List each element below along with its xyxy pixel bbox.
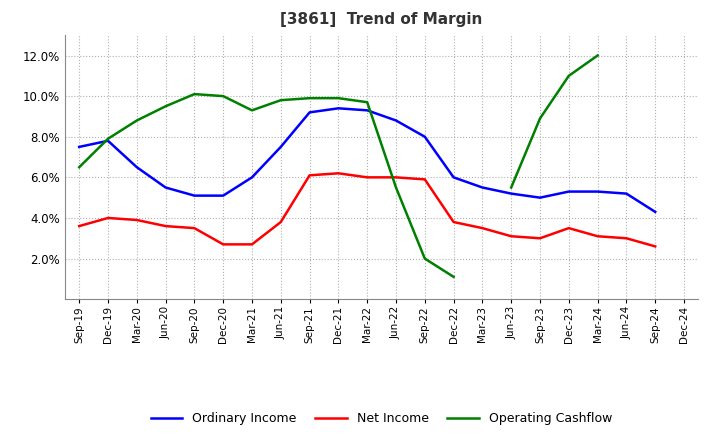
Net Income <box>161 224 170 229</box>
Net Income <box>478 225 487 231</box>
Net Income <box>507 234 516 239</box>
Ordinary Income <box>564 189 573 194</box>
Ordinary Income <box>75 144 84 150</box>
Ordinary Income <box>104 138 112 143</box>
Ordinary Income <box>622 191 631 196</box>
Operating Cashflow <box>449 274 458 279</box>
Ordinary Income <box>449 175 458 180</box>
Line: Operating Cashflow: Operating Cashflow <box>79 94 454 277</box>
Net Income <box>392 175 400 180</box>
Ordinary Income <box>478 185 487 190</box>
Ordinary Income <box>132 165 141 170</box>
Net Income <box>651 244 660 249</box>
Line: Net Income: Net Income <box>79 173 655 246</box>
Net Income <box>104 215 112 220</box>
Operating Cashflow <box>132 118 141 123</box>
Net Income <box>536 236 544 241</box>
Net Income <box>420 177 429 182</box>
Net Income <box>248 242 256 247</box>
Net Income <box>75 224 84 229</box>
Ordinary Income <box>190 193 199 198</box>
Net Income <box>305 172 314 178</box>
Net Income <box>334 171 343 176</box>
Title: [3861]  Trend of Margin: [3861] Trend of Margin <box>280 12 483 27</box>
Operating Cashflow <box>75 165 84 170</box>
Operating Cashflow <box>363 99 372 105</box>
Net Income <box>449 220 458 225</box>
Ordinary Income <box>363 108 372 113</box>
Legend: Ordinary Income, Net Income, Operating Cashflow: Ordinary Income, Net Income, Operating C… <box>146 407 617 430</box>
Operating Cashflow <box>276 98 285 103</box>
Net Income <box>190 225 199 231</box>
Operating Cashflow <box>248 108 256 113</box>
Operating Cashflow <box>190 92 199 97</box>
Net Income <box>276 220 285 225</box>
Ordinary Income <box>276 144 285 150</box>
Ordinary Income <box>507 191 516 196</box>
Ordinary Income <box>219 193 228 198</box>
Ordinary Income <box>248 175 256 180</box>
Operating Cashflow <box>392 185 400 190</box>
Net Income <box>219 242 228 247</box>
Net Income <box>363 175 372 180</box>
Ordinary Income <box>334 106 343 111</box>
Operating Cashflow <box>219 93 228 99</box>
Operating Cashflow <box>420 256 429 261</box>
Ordinary Income <box>536 195 544 200</box>
Net Income <box>564 225 573 231</box>
Ordinary Income <box>161 185 170 190</box>
Line: Ordinary Income: Ordinary Income <box>79 108 655 212</box>
Ordinary Income <box>420 134 429 139</box>
Ordinary Income <box>593 189 602 194</box>
Operating Cashflow <box>104 136 112 141</box>
Operating Cashflow <box>334 95 343 101</box>
Net Income <box>593 234 602 239</box>
Ordinary Income <box>392 118 400 123</box>
Ordinary Income <box>305 110 314 115</box>
Operating Cashflow <box>305 95 314 101</box>
Operating Cashflow <box>161 104 170 109</box>
Net Income <box>622 236 631 241</box>
Ordinary Income <box>651 209 660 215</box>
Net Income <box>132 217 141 223</box>
